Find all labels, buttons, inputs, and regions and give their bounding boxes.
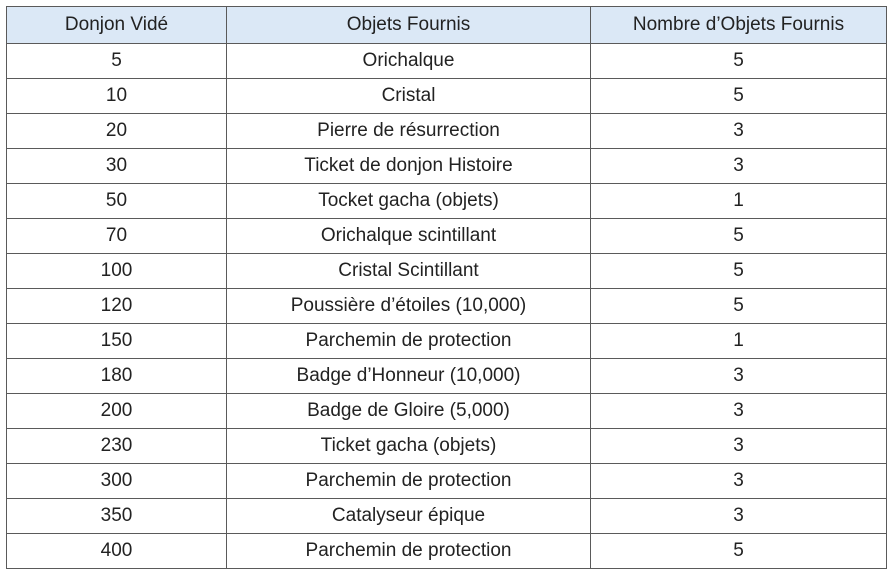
table-cell: Cristal Scintillant	[226, 253, 591, 289]
table-cell: 100	[6, 253, 227, 289]
table-row: 200 Badge de Gloire (5,000) 3	[6, 393, 887, 429]
table-cell: 20	[6, 113, 227, 149]
table-cell: 5	[590, 253, 887, 289]
table-cell: Parchemin de protection	[226, 323, 591, 359]
table-row: 300 Parchemin de protection 3	[6, 463, 887, 499]
table-cell: 10	[6, 78, 227, 114]
table-cell: Badge de Gloire (5,000)	[226, 393, 591, 429]
header-row: Donjon Vidé Objets Fournis Nombre d’Objets…	[6, 6, 887, 44]
table-cell: 5	[590, 78, 887, 114]
table-cell: 5	[590, 288, 887, 324]
table-cell: 3	[590, 358, 887, 394]
table-cell: 5	[6, 43, 227, 79]
table-row: 400 Parchemin de protection 5	[6, 533, 887, 569]
table-cell: 350	[6, 498, 227, 534]
header-cell: Donjon Vidé	[6, 6, 227, 44]
table: Donjon Vidé Objets Fournis Nombre d’Objets…	[6, 6, 887, 569]
table-cell: 1	[590, 323, 887, 359]
table-cell: Tocket gacha (objets)	[226, 183, 591, 219]
table-cell: 50	[6, 183, 227, 219]
table-row: 50 Tocket gacha (objets) 1	[6, 183, 887, 219]
table-cell: Ticket de donjon Histoire	[226, 148, 591, 184]
table-row: 30 Ticket de donjon Histoire 3	[6, 148, 887, 184]
table-cell: 150	[6, 323, 227, 359]
table-row: 120 Poussière d’étoiles (10,000) 5	[6, 288, 887, 324]
table-cell: Orichalque	[226, 43, 591, 79]
table-row: 70 Orichalque scintillant 5	[6, 218, 887, 254]
table-cell: 3	[590, 498, 887, 534]
table-cell: 120	[6, 288, 227, 324]
table-cell: 180	[6, 358, 227, 394]
table-cell: 3	[590, 393, 887, 429]
table-row: 150 Parchemin de protection 1	[6, 323, 887, 359]
header-cell: Objets Fournis	[226, 6, 591, 44]
table-cell: Catalyseur épique	[226, 498, 591, 534]
table-body: 5 Orichalque 5 10 Cristal 5 20 Pierre de résurr…	[6, 43, 887, 569]
table-cell: 70	[6, 218, 227, 254]
table-cell: Pierre de résurrection	[226, 113, 591, 149]
table-cell: 230	[6, 428, 227, 464]
table-cell: 1	[590, 183, 887, 219]
table-row: 10 Cristal 5	[6, 78, 887, 114]
table-cell: 30	[6, 148, 227, 184]
table-cell: Parchemin de protection	[226, 463, 591, 499]
header-cell: Nombre d’Objets Fournis	[590, 6, 887, 44]
table-cell: 3	[590, 148, 887, 184]
table-cell: 400	[6, 533, 227, 569]
table-row: 230 Ticket gacha (objets) 3	[6, 428, 887, 464]
table-cell: 3	[590, 113, 887, 149]
table-row: 180 Badge d’Honneur (10,000) 3	[6, 358, 887, 394]
table-row: 350 Catalyseur épique 3	[6, 498, 887, 534]
table-cell: 5	[590, 218, 887, 254]
table-cell: 3	[590, 428, 887, 464]
table-cell: Badge d’Honneur (10,000)	[226, 358, 591, 394]
table-row: 100 Cristal Scintillant 5	[6, 253, 887, 289]
table-row: 5 Orichalque 5	[6, 43, 887, 79]
table-cell: 200	[6, 393, 227, 429]
table-cell: Ticket gacha (objets)	[226, 428, 591, 464]
table-cell: 5	[590, 533, 887, 569]
table-header: Donjon Vidé Objets Fournis Nombre d’Objets…	[6, 6, 887, 44]
table-cell: Cristal	[226, 78, 591, 114]
table-cell: 300	[6, 463, 227, 499]
table-cell: 3	[590, 463, 887, 499]
table-cell: Orichalque scintillant	[226, 218, 591, 254]
table-cell: 5	[590, 43, 887, 79]
table-cell: Poussière d’étoiles (10,000)	[226, 288, 591, 324]
table-row: 20 Pierre de résurrection 3	[6, 113, 887, 149]
table-cell: Parchemin de protection	[226, 533, 591, 569]
